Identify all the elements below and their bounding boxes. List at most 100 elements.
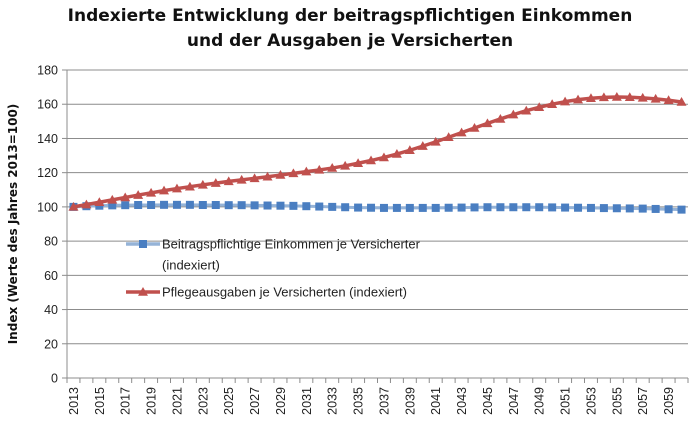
legend-swatch-marker [139, 240, 147, 248]
data-point [353, 158, 364, 168]
data-point [470, 203, 479, 212]
data-point [68, 201, 79, 211]
y-tick-label: 160 [37, 98, 58, 112]
data-point [341, 203, 350, 212]
x-tick-label: 2017 [119, 387, 133, 415]
data-point [651, 204, 660, 213]
data-point [404, 145, 415, 155]
data-point [159, 185, 170, 195]
data-point [301, 166, 312, 176]
legend-item: Pflegeausgaben je Versicherten (indexier… [126, 285, 407, 300]
data-point [275, 170, 286, 179]
series-group [68, 92, 687, 214]
y-tick-label: 140 [37, 132, 58, 146]
data-point [120, 192, 131, 202]
data-point [107, 194, 118, 204]
x-tick-label: 2023 [196, 387, 210, 415]
x-tick-label: 2051 [559, 387, 573, 415]
data-point [443, 132, 454, 141]
data-point [391, 149, 402, 158]
data-point [367, 203, 376, 212]
data-point [444, 203, 453, 212]
data-point [598, 92, 609, 102]
data-point [133, 190, 144, 199]
data-point [612, 204, 621, 213]
data-point [457, 203, 466, 212]
legend-label: (indexiert) [162, 258, 220, 273]
series-pflegeausgaben [68, 92, 687, 211]
data-point [210, 178, 221, 187]
x-tick-label: 2025 [222, 387, 236, 415]
data-point [327, 163, 338, 172]
data-point [496, 203, 505, 212]
data-point [495, 113, 506, 123]
data-point [418, 203, 427, 212]
x-tick-label: 2057 [636, 387, 650, 415]
x-tick-label: 2033 [326, 387, 340, 415]
data-point [147, 201, 156, 210]
data-point [677, 205, 686, 214]
x-tick-label: 2059 [662, 387, 676, 415]
data-point [302, 202, 311, 211]
data-point [314, 164, 325, 174]
data-point [354, 203, 363, 212]
data-point [121, 201, 130, 210]
chart-title-line-2: und der Ausgaben je Versicherten [186, 31, 514, 51]
data-point [431, 203, 440, 212]
data-point [456, 127, 467, 137]
data-point [328, 202, 337, 211]
data-point [611, 92, 622, 101]
data-point [160, 200, 169, 209]
y-tick-label: 0 [51, 372, 58, 386]
data-point [430, 136, 441, 146]
data-point [637, 92, 648, 102]
legend-label: Pflegeausgaben je Versicherten (indexier… [162, 285, 407, 300]
data-point [197, 179, 208, 189]
data-point [650, 93, 661, 103]
x-tick-labels: 2013 2015 2017 2019 2021 2023 2025 2027 2029 2031… [67, 387, 676, 415]
data-point [276, 201, 285, 210]
x-tick-label: 2031 [300, 387, 314, 415]
x-tick-label: 2035 [352, 387, 366, 415]
data-point [521, 105, 532, 115]
data-point [250, 201, 259, 210]
data-point [586, 203, 595, 212]
data-point [417, 141, 428, 150]
y-axis-label: Index (Werte des Jahres 2013=100) [6, 104, 20, 345]
data-point [548, 203, 557, 212]
y-tick-label: 120 [37, 166, 58, 180]
y-tick-label: 40 [44, 303, 58, 317]
data-point [482, 118, 493, 128]
data-point [625, 204, 634, 213]
data-point [224, 201, 233, 210]
data-point [535, 203, 544, 212]
data-point [379, 203, 388, 212]
x-tick-label: 2053 [584, 387, 598, 415]
x-tick-label: 2021 [170, 387, 184, 415]
data-point [574, 203, 583, 212]
data-point [561, 203, 570, 212]
x-tick-label: 2045 [481, 387, 495, 415]
data-point [405, 203, 414, 212]
axes [62, 69, 689, 383]
data-point [573, 94, 584, 104]
data-point [664, 205, 673, 214]
data-point [315, 202, 324, 211]
data-point [108, 201, 117, 210]
x-tick-label: 2029 [274, 387, 288, 415]
data-point [184, 181, 195, 191]
data-point [547, 99, 558, 108]
data-point [223, 176, 234, 186]
data-point [262, 171, 273, 181]
x-tick-label: 2047 [507, 387, 521, 415]
data-point [534, 102, 545, 112]
y-tick-label: 60 [44, 269, 58, 283]
x-tick-label: 2019 [145, 387, 159, 415]
data-point [508, 109, 519, 119]
x-tick-label: 2013 [67, 387, 81, 415]
data-point [263, 201, 272, 210]
data-point [366, 155, 377, 165]
legend-swatch-marker [138, 287, 148, 296]
y-tick-label: 80 [44, 235, 58, 249]
